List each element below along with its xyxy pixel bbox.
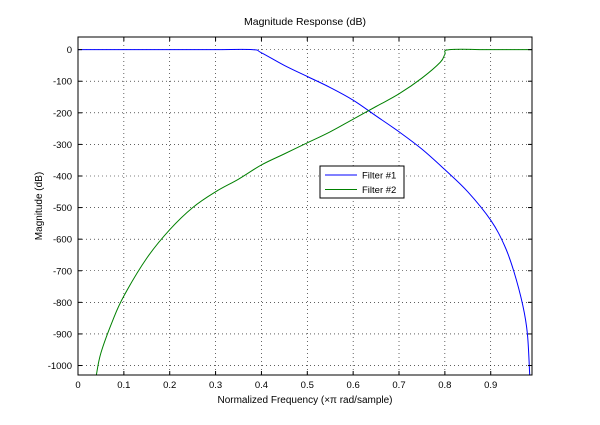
x-tick-label: 0.2	[163, 380, 176, 391]
y-tick-label: -900	[53, 329, 72, 340]
y-tick-label: -100	[53, 77, 72, 88]
series-line-filter-2	[95, 48, 532, 375]
x-tick-label: 0.3	[209, 380, 222, 391]
legend-box	[319, 165, 405, 199]
x-tick-label: 0.5	[301, 380, 314, 391]
y-tick-label: -700	[53, 266, 72, 277]
x-tick-label: 0.4	[255, 380, 268, 391]
y-axis-label: Magnitude (dB)	[34, 172, 45, 240]
y-tick-label: 0	[67, 45, 72, 56]
x-tick-label: 0.1	[117, 380, 130, 391]
y-tick-label: -300	[53, 140, 72, 151]
grid	[78, 37, 532, 375]
x-tick-label: 0.6	[347, 380, 360, 391]
x-tick-label: 0.7	[392, 380, 405, 391]
x-tick-label: 0.9	[484, 380, 497, 391]
y-tick-label: -500	[53, 203, 72, 214]
chart-title: Magnitude Response (dB)	[244, 16, 366, 28]
legend-label: Filter #1	[362, 171, 396, 182]
x-axis-label: Normalized Frequency (×π rad/sample)	[217, 395, 392, 406]
legend-label: Filter #2	[362, 185, 396, 196]
y-tick-label: -600	[53, 235, 72, 246]
y-tick-label: -800	[53, 298, 72, 309]
x-tick-label: 0	[75, 380, 80, 391]
legend: Filter #1 Filter #2	[319, 165, 405, 199]
x-tick-label: 0.8	[438, 380, 451, 391]
axis-ticks: 0 0.1 0.2 0.3 0.4 0.5 0.6 0.7 0.8 0.9 0 -100 -200 -30…	[48, 37, 532, 391]
series-lines	[78, 48, 532, 375]
y-tick-label: -400	[53, 171, 72, 182]
y-tick-label: -200	[53, 108, 72, 119]
plot-frame	[77, 36, 533, 376]
series-line-filter-1	[78, 48, 531, 375]
y-tick-label: -1000	[48, 361, 72, 372]
